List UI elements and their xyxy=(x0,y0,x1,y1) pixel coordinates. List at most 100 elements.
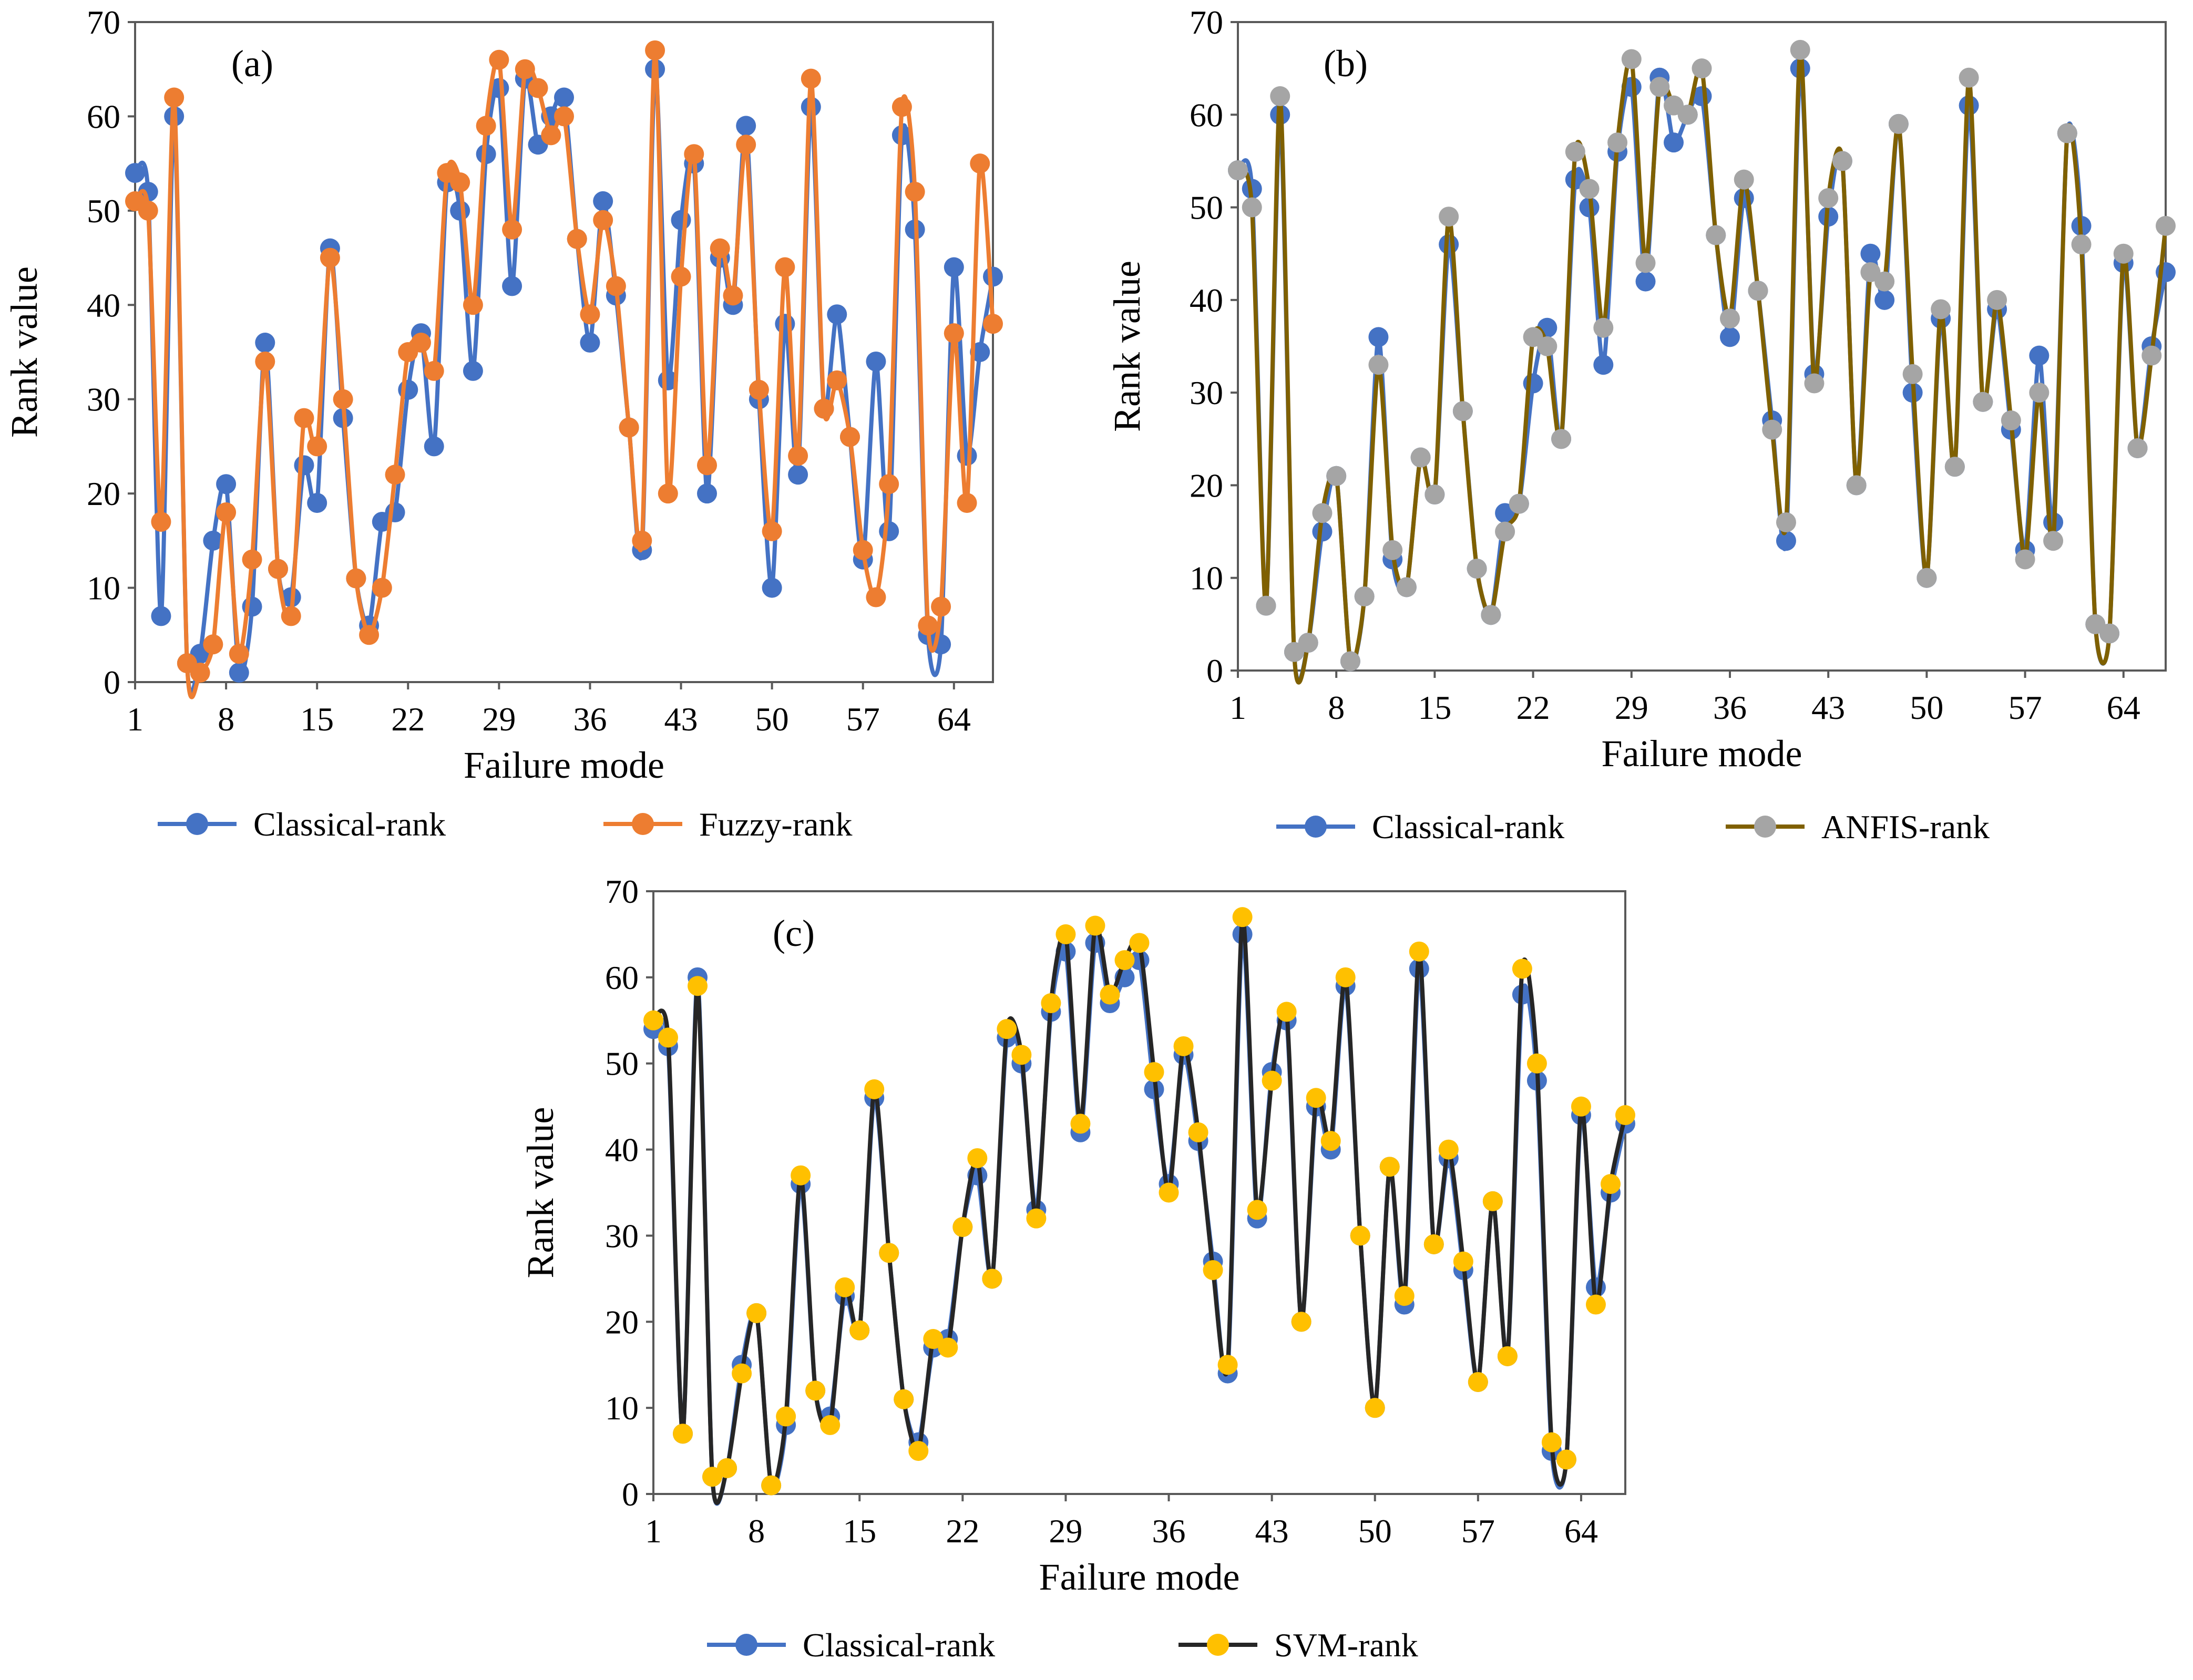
data-point xyxy=(307,493,327,513)
data-point xyxy=(1242,197,1262,218)
data-point xyxy=(411,333,431,353)
data-point xyxy=(463,295,483,315)
data-point xyxy=(1409,941,1429,962)
data-point xyxy=(151,511,171,532)
series-svm-rank xyxy=(643,907,1635,1505)
panel-label: (a) xyxy=(231,43,273,85)
data-point xyxy=(1635,271,1656,292)
data-point xyxy=(190,663,210,683)
data-point xyxy=(970,153,990,174)
data-point xyxy=(476,144,496,164)
y-tick-label: 10 xyxy=(87,570,120,607)
x-tick-label: 8 xyxy=(1328,689,1345,726)
x-axis-title: Failure mode xyxy=(1602,733,1802,775)
y-tick-label: 60 xyxy=(87,98,120,135)
x-tick-label: 29 xyxy=(482,700,516,738)
x-axis-title: Failure mode xyxy=(464,744,664,786)
data-point xyxy=(1987,290,2007,310)
data-point xyxy=(1565,141,1585,162)
data-point xyxy=(1973,391,1993,412)
data-point xyxy=(723,285,743,306)
data-point xyxy=(1467,559,1487,579)
data-point xyxy=(983,314,1003,334)
data-point xyxy=(1468,1372,1488,1392)
data-point xyxy=(1368,327,1389,347)
panel-label: (b) xyxy=(1324,43,1368,85)
y-tick-label: 70 xyxy=(605,873,639,910)
data-point xyxy=(1423,1234,1444,1254)
x-tick-label: 8 xyxy=(748,1512,765,1550)
data-point xyxy=(1621,49,1642,69)
x-tick-label: 22 xyxy=(1516,689,1550,726)
x-tick-label: 15 xyxy=(300,700,334,738)
series-fuzzy-rank xyxy=(125,40,1003,699)
data-point xyxy=(1055,924,1076,944)
data-point xyxy=(1394,1286,1415,1306)
data-point xyxy=(1041,993,1061,1014)
x-tick-label: 64 xyxy=(937,700,971,738)
y-tick-label: 50 xyxy=(605,1045,639,1083)
data-point xyxy=(684,144,704,164)
data-point xyxy=(788,446,808,466)
x-tick-label: 29 xyxy=(1049,1512,1082,1550)
data-point xyxy=(814,398,834,419)
data-point xyxy=(658,483,678,504)
data-point xyxy=(1439,207,1459,227)
y-tick-label: 70 xyxy=(87,4,120,41)
data-point xyxy=(1846,475,1867,496)
legend-entry-classical-rank: Classical-rank xyxy=(707,1626,995,1664)
data-point xyxy=(827,370,847,390)
data-point xyxy=(671,210,691,230)
data-point xyxy=(982,1269,1002,1289)
data-point xyxy=(2043,531,2064,551)
x-tick-label: 50 xyxy=(1910,689,1943,726)
data-point xyxy=(717,1458,737,1478)
panel-label: (c) xyxy=(773,912,815,954)
data-point xyxy=(450,172,470,193)
legend-label: Fuzzy-rank xyxy=(699,806,852,843)
data-point xyxy=(216,474,237,494)
data-point xyxy=(775,314,795,334)
data-point xyxy=(255,351,275,372)
data-point xyxy=(736,116,756,136)
data-point xyxy=(879,521,899,541)
data-point xyxy=(923,1329,944,1349)
data-point xyxy=(632,530,652,551)
data-point xyxy=(580,304,600,325)
data-point xyxy=(1931,299,1951,319)
data-point xyxy=(658,1027,679,1048)
data-point xyxy=(788,465,808,485)
data-point xyxy=(1762,419,1782,440)
y-tick-label: 40 xyxy=(1190,282,1223,319)
data-point xyxy=(502,219,522,240)
data-point xyxy=(1312,503,1333,523)
y-tick-label: 20 xyxy=(605,1303,639,1341)
data-point xyxy=(1452,401,1473,421)
data-point xyxy=(1350,1225,1370,1246)
data-point xyxy=(1410,447,1431,468)
data-point xyxy=(1664,95,1684,116)
data-point xyxy=(554,106,574,127)
y-tick-label: 30 xyxy=(1190,374,1223,411)
data-point xyxy=(1026,1208,1047,1229)
data-point xyxy=(1607,132,1628,153)
data-point xyxy=(1270,86,1290,107)
data-point xyxy=(294,408,314,428)
y-tick-label: 0 xyxy=(104,664,120,701)
data-point xyxy=(1719,308,1740,329)
x-tick-label: 8 xyxy=(218,700,234,738)
x-tick-label: 50 xyxy=(755,700,789,738)
data-point xyxy=(1523,373,1543,394)
data-point xyxy=(476,116,496,136)
data-point xyxy=(1482,1191,1503,1211)
x-tick-label: 29 xyxy=(1615,689,1648,726)
y-tick-label: 20 xyxy=(1190,467,1223,504)
y-tick-label: 30 xyxy=(605,1217,639,1254)
y-tick-label: 50 xyxy=(87,192,120,230)
data-point xyxy=(1291,1312,1311,1332)
data-point xyxy=(502,276,522,296)
data-point xyxy=(1173,1036,1194,1056)
data-point xyxy=(866,351,886,372)
data-point xyxy=(1541,1432,1562,1452)
data-point xyxy=(944,323,964,344)
